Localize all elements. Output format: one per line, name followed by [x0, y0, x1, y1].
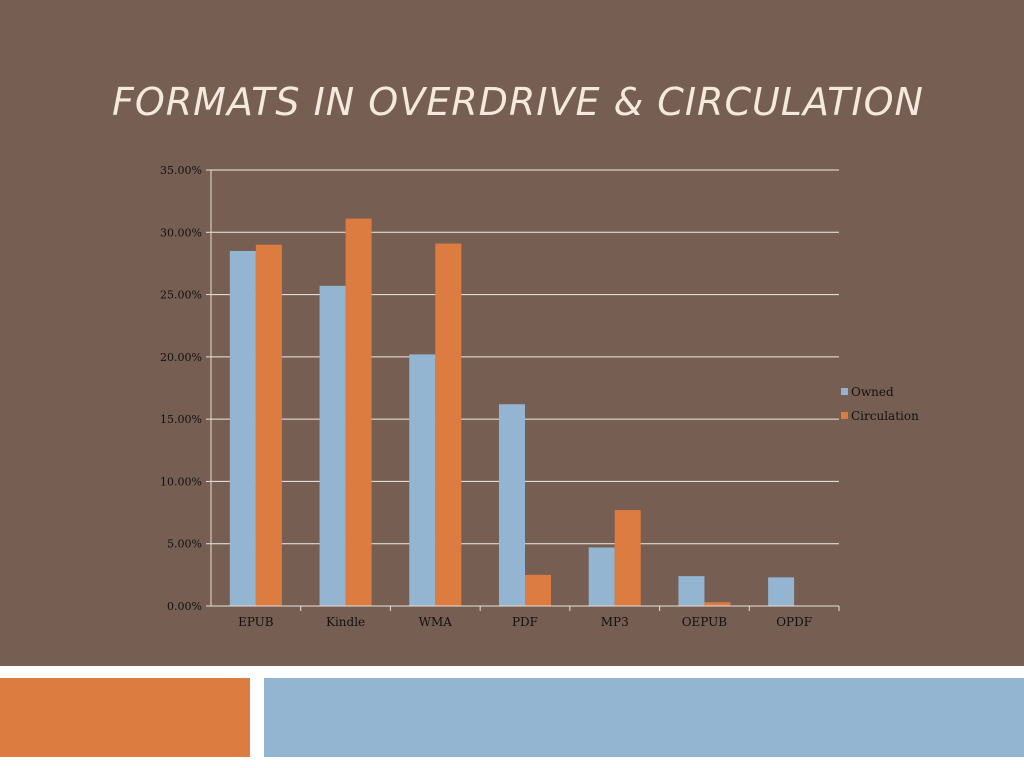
- x-tick-label: Kindle: [326, 615, 365, 629]
- legend-swatch-circulation: [841, 412, 848, 419]
- bar-circulation-pdf: [525, 574, 552, 606]
- x-tick-label: EPUB: [238, 615, 274, 629]
- slide-title: FORMATS IN OVERDRIVE & CIRCULATION: [112, 80, 924, 124]
- y-tick-label: 0.00%: [167, 600, 202, 613]
- legend: Owned Circulation: [841, 385, 919, 423]
- legend-label-owned: Owned: [851, 385, 894, 399]
- bar-circulation-kindle: [345, 218, 372, 606]
- bar-circulation-wma: [435, 243, 462, 607]
- bar-owned-oepub: [678, 576, 705, 606]
- bar-owned-opdf: [768, 577, 795, 606]
- bar-chart: 0.00% 5.00% 10.00% 15.00% 20.00% 25.00% 30.00%…: [160, 164, 919, 629]
- legend-label-circulation: Circulation: [851, 409, 919, 423]
- x-tick-label: OEPUB: [682, 615, 728, 629]
- y-tick-label: 5.00%: [167, 538, 202, 551]
- accent-bar-right: [264, 678, 1024, 757]
- bar-owned-kindle: [319, 285, 346, 606]
- y-tick-label: 25.00%: [160, 289, 202, 302]
- bar-owned-mp3: [588, 547, 615, 606]
- bars: [229, 218, 795, 607]
- axis-labels: 0.00% 5.00% 10.00% 15.00% 20.00% 25.00% 30.00%…: [160, 164, 812, 629]
- y-tick-label: 15.00%: [160, 413, 202, 426]
- y-tick-label: 35.00%: [160, 164, 202, 177]
- bar-owned-epub: [229, 250, 256, 606]
- x-tick-label: OPDF: [776, 615, 812, 629]
- axes: [206, 169, 840, 611]
- bar-circulation-oepub: [704, 602, 731, 606]
- bar-circulation-epub: [255, 244, 282, 606]
- y-tick-label: 30.00%: [160, 226, 202, 239]
- bar-circulation-mp3: [614, 510, 641, 606]
- legend-swatch-owned: [841, 388, 848, 395]
- accent-bar-left: [0, 678, 250, 757]
- bar-owned-wma: [409, 354, 436, 606]
- y-tick-label: 20.00%: [160, 351, 202, 364]
- x-tick-label: WMA: [419, 615, 453, 629]
- x-tick-label: PDF: [512, 615, 538, 629]
- x-tick-label: MP3: [601, 615, 629, 629]
- bar-owned-pdf: [498, 404, 525, 606]
- y-tick-label: 10.00%: [160, 475, 202, 488]
